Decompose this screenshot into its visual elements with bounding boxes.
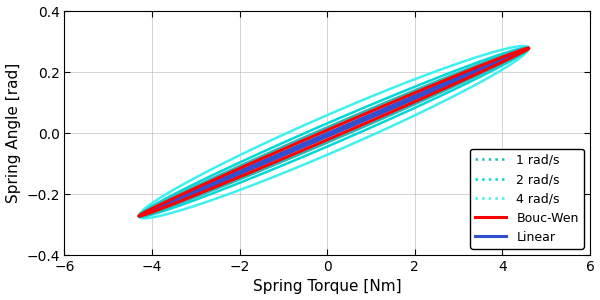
Legend: 1 rad/s, 2 rad/s, 4 rad/s, Bouc-Wen, Linear: 1 rad/s, 2 rad/s, 4 rad/s, Bouc-Wen, Lin… [470, 149, 584, 249]
X-axis label: Spring Torque [Nm]: Spring Torque [Nm] [253, 279, 401, 294]
Y-axis label: Spring Angle [rad]: Spring Angle [rad] [5, 63, 20, 203]
